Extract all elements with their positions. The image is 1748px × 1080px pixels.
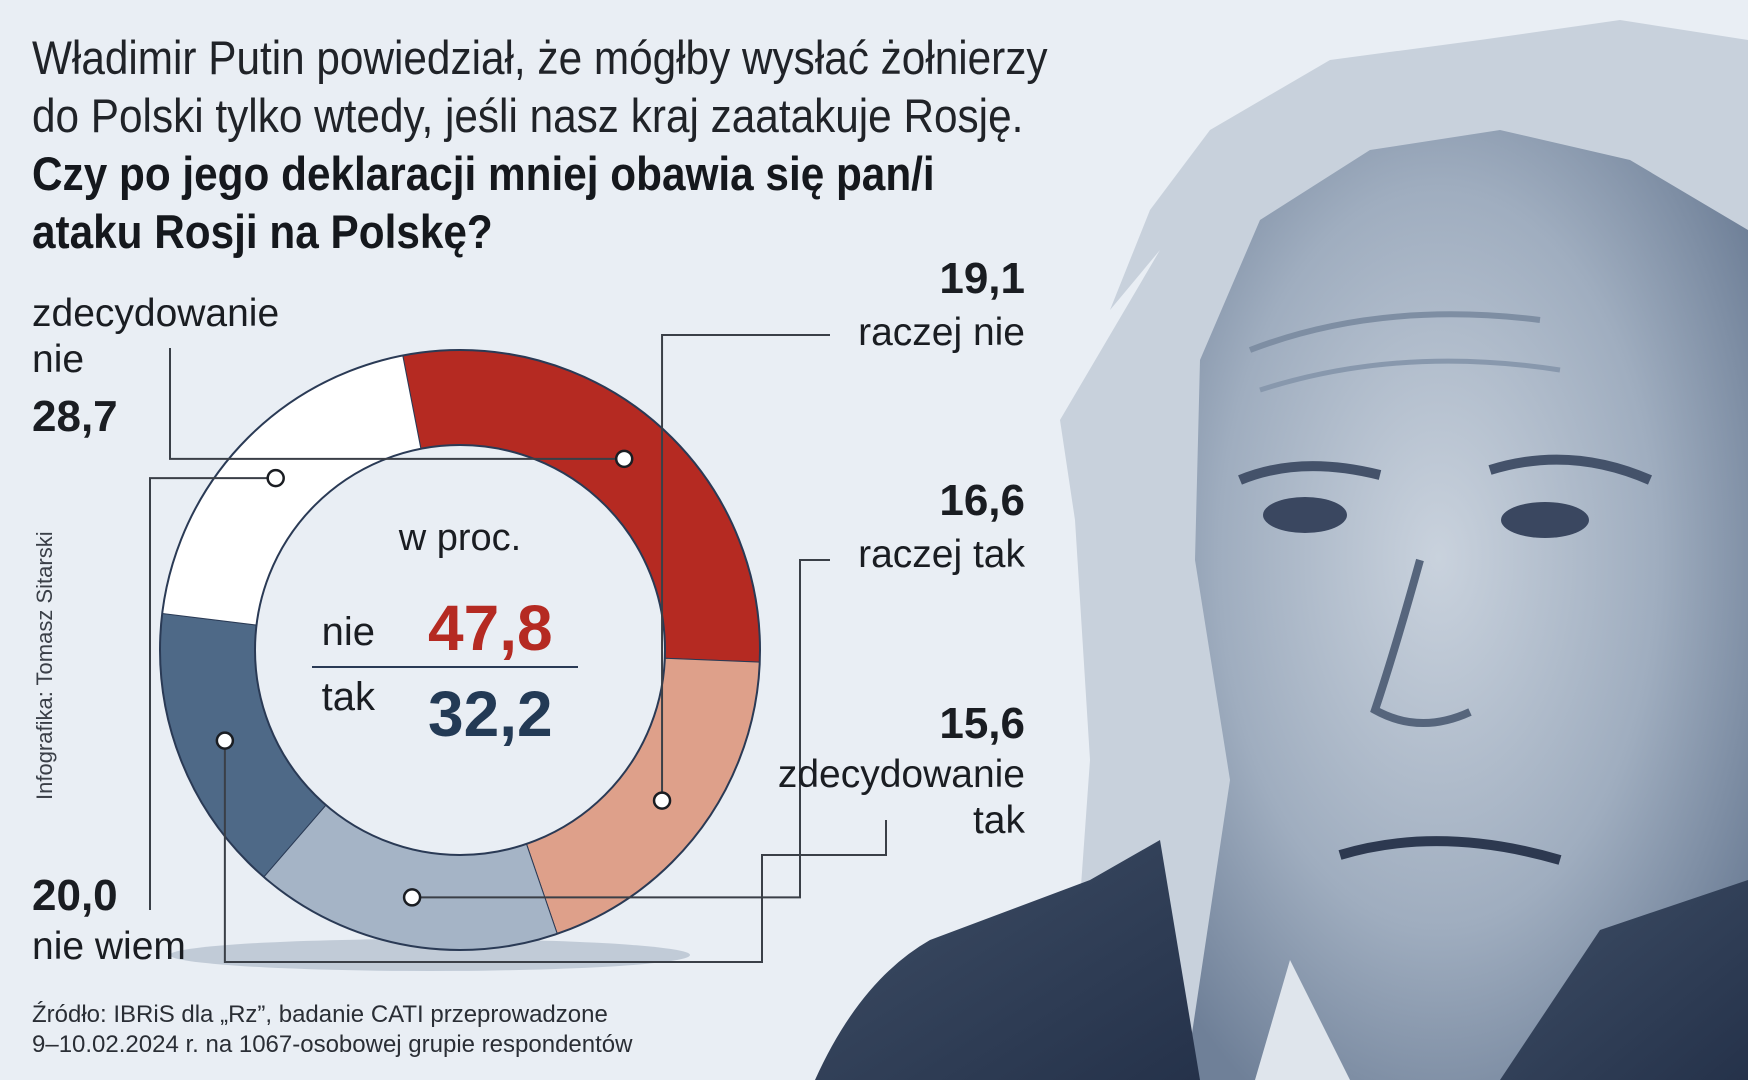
infographic-credit: Infografika: Tomasz Sitarski	[32, 531, 57, 800]
value-zdecydowanie-nie: 28,7	[32, 392, 118, 441]
value-zdecydowanie-tak: 15,6	[939, 699, 1025, 748]
title-line-2: do Polski tylko wtedy, jeśli nasz kraj z…	[32, 89, 1024, 142]
source-line-2: 9–10.02.2024 r. na 1067-osobowej grupie …	[32, 1031, 633, 1058]
question-line-2: ataku Rosji na Polskę?	[32, 205, 493, 258]
value-raczej-nie: 19,1	[939, 254, 1025, 303]
leader-line-raczej-tak	[412, 559, 830, 899]
leader-dot-raczej-tak	[402, 888, 422, 907]
no-total-value: 47,8	[428, 592, 553, 664]
unit-label: w proc.	[398, 517, 521, 559]
label-zdecydowanie-nie-line1: zdecydowanie	[32, 292, 280, 335]
slice-nie-wiem	[161, 354, 422, 626]
slice-raczej-tak	[263, 804, 558, 951]
value-nie-wiem: 20,0	[32, 871, 118, 920]
yes-total-value: 32,2	[428, 678, 553, 750]
leader-line-nie-wiem	[149, 477, 276, 910]
leader-line-zdecydowanie-nie	[169, 348, 625, 460]
leader-line-raczej-nie	[661, 334, 830, 801]
leader-dot-raczej-nie	[652, 791, 672, 810]
no-total-label: nie	[322, 610, 375, 654]
chart-slices	[159, 349, 761, 951]
value-raczej-tak: 16,6	[939, 476, 1025, 525]
yes-total-label: tak	[322, 675, 376, 719]
source-line-1: Źródło: IBRiS dla „Rz”, badanie CATI prz…	[32, 1001, 608, 1028]
label-zdecydowanie-nie-line2: nie	[32, 338, 85, 381]
label-raczej-tak: raczej tak	[858, 533, 1025, 576]
label-zdecydowanie-tak-line2: tak	[972, 799, 1025, 842]
slice-raczej-nie	[525, 657, 761, 935]
question-line-1: Czy po jego deklaracji mniej obawia się …	[32, 147, 935, 200]
leader-dot-nie-wiem	[266, 468, 285, 488]
outer-ring-outline	[159, 349, 761, 951]
leader-dot-zdecydowanie-nie	[614, 449, 634, 469]
label-raczej-nie: raczej nie	[858, 311, 1025, 354]
inner-ring-outline	[254, 444, 666, 856]
label-nie-wiem: nie wiem	[32, 925, 186, 968]
label-zdecydowanie-tak-line1: zdecydowanie	[777, 753, 1025, 796]
title-line-1: Władimir Putin powiedział, że mógłby wys…	[32, 31, 1048, 84]
leader-lines	[149, 334, 887, 963]
source-note: Źródło: IBRiS dla „Rz”, badanie CATI prz…	[32, 1000, 632, 1060]
leader-line-zdecydowanie-tak	[223, 740, 887, 963]
leader-dot-zdecydowanie-tak	[215, 731, 235, 750]
